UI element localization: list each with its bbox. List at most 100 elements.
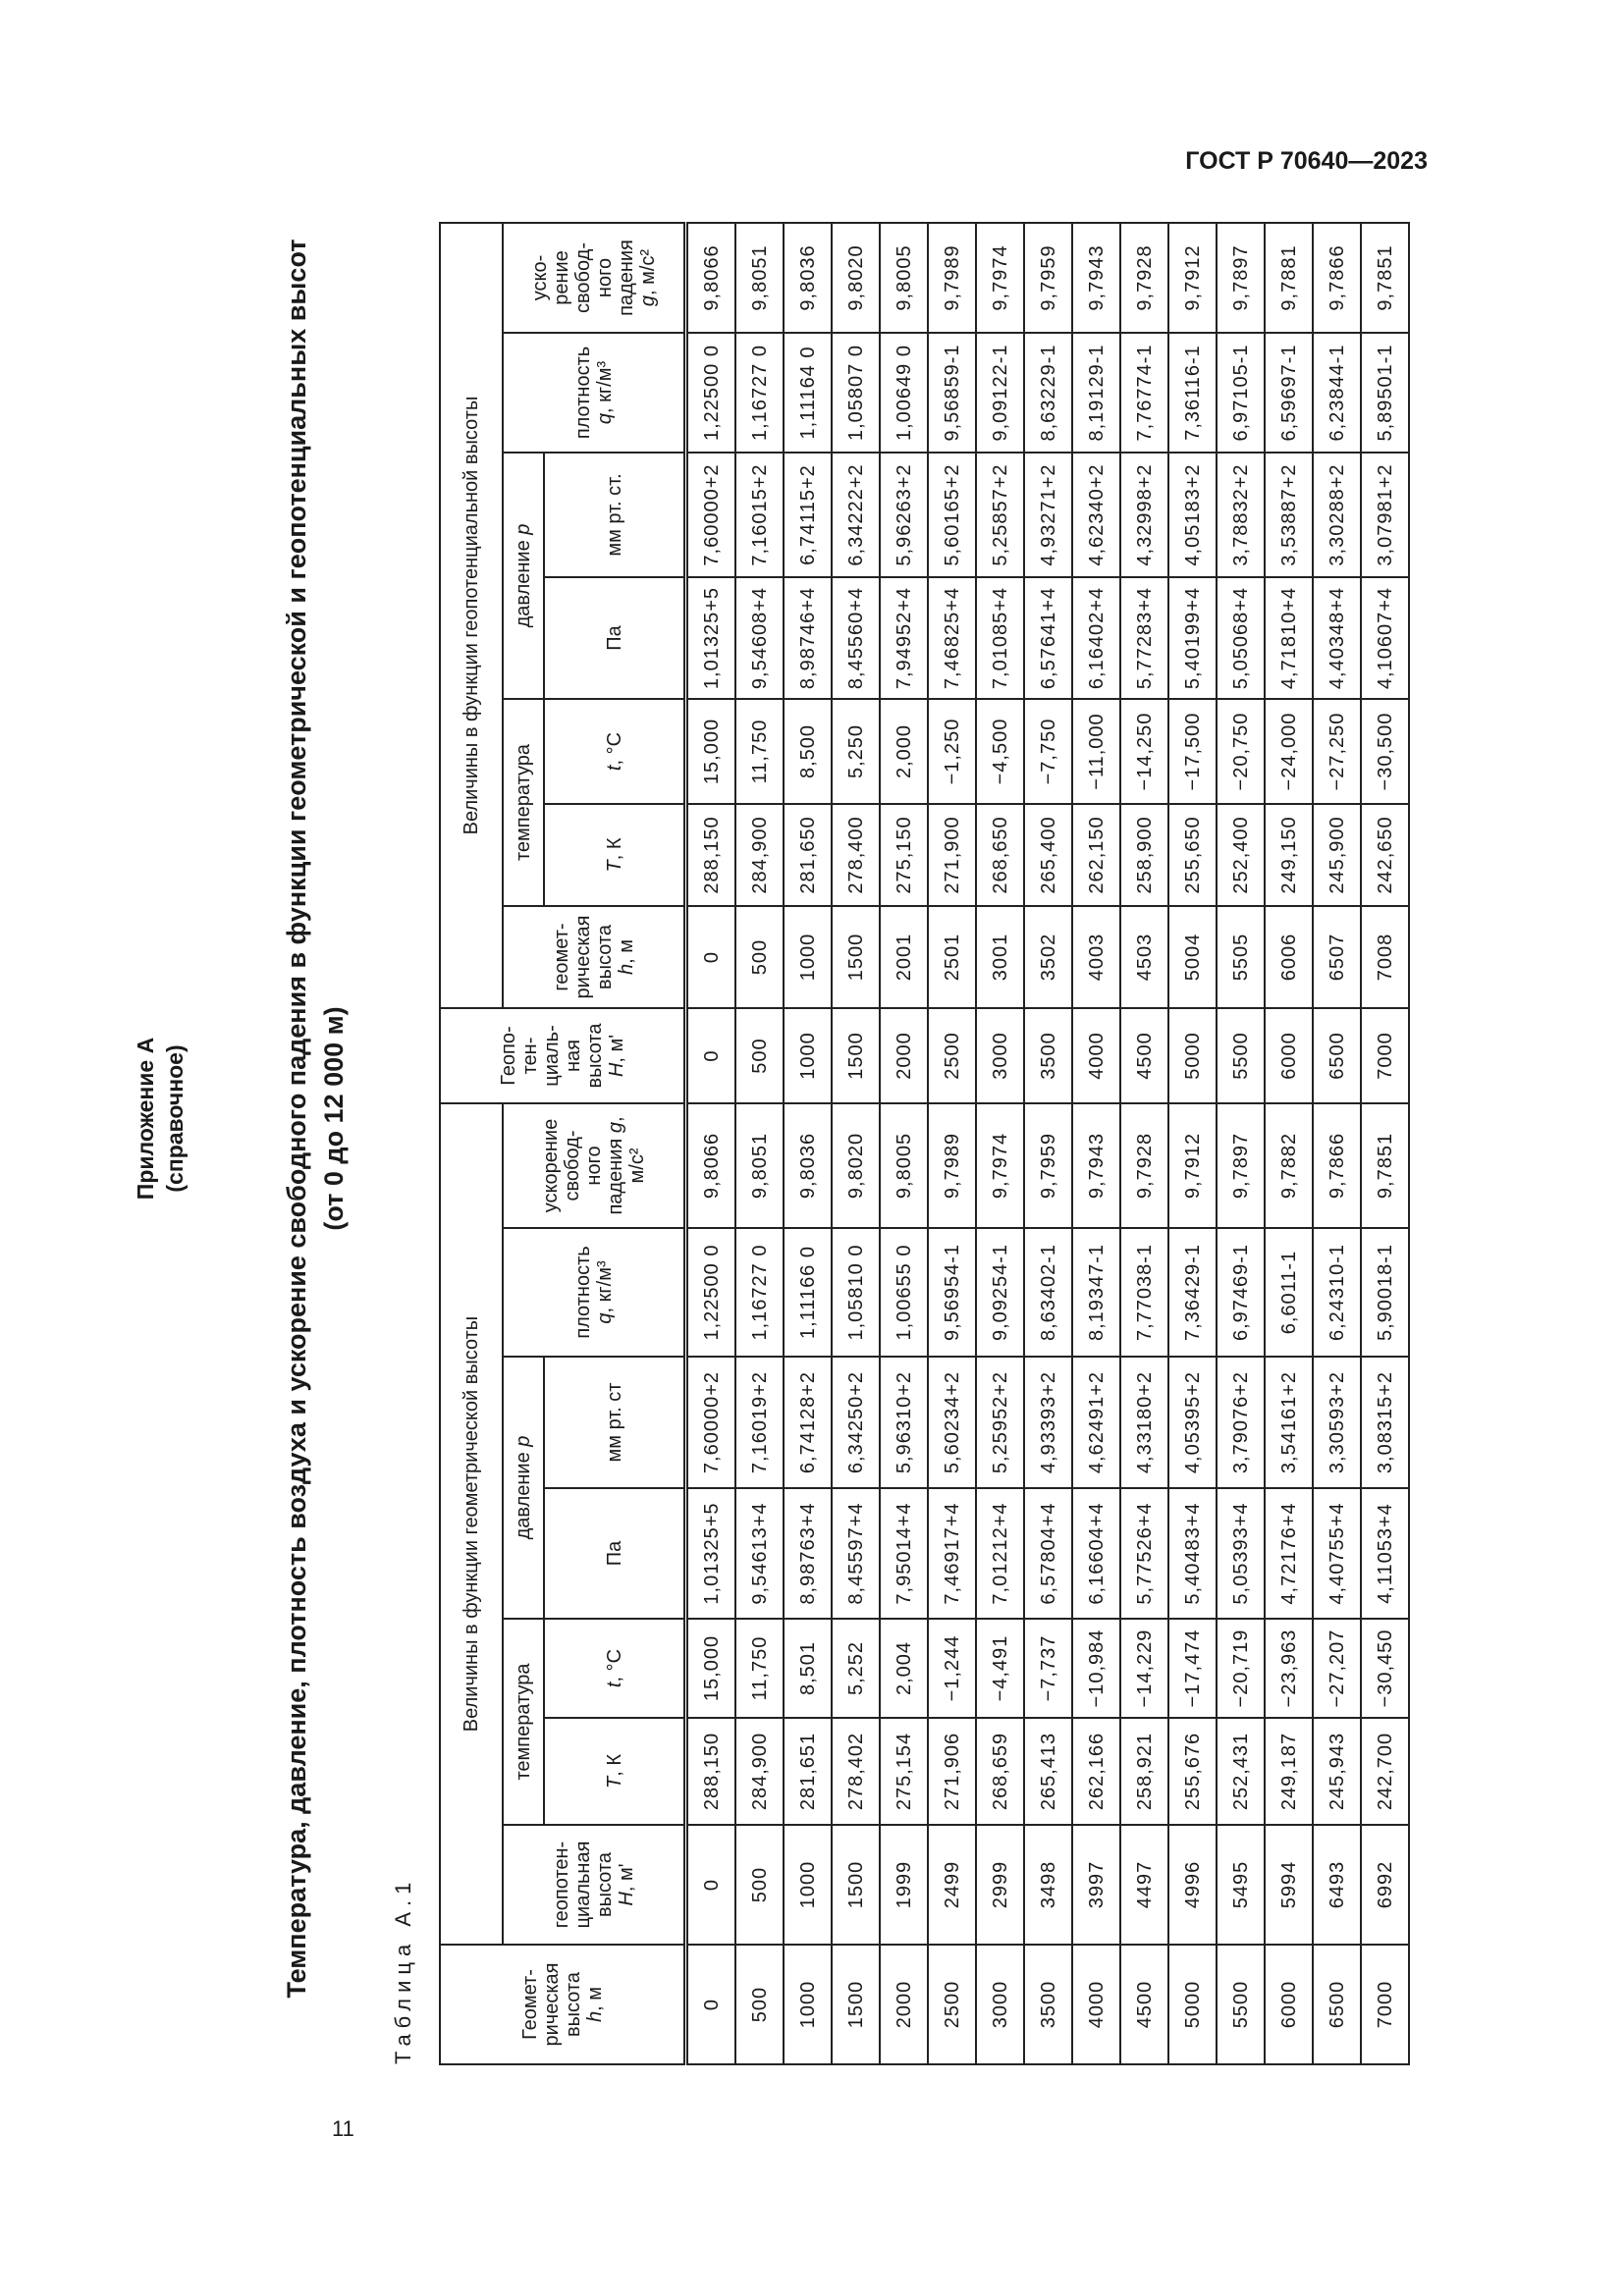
table-cell: 5000 — [1168, 1008, 1217, 1103]
table-cell: 7,36116-1 — [1168, 333, 1217, 453]
table-cell: 7,95014+4 — [880, 1488, 928, 1619]
table-cell: 275,154 — [880, 1718, 928, 1825]
table-cell: 4000 — [1072, 1008, 1120, 1103]
table-cell: −24,000 — [1265, 699, 1313, 804]
table-cell: 3,78832+2 — [1217, 453, 1265, 577]
table-cell: 255,676 — [1168, 1718, 1217, 1825]
table-cell: 7,60000+2 — [685, 453, 735, 577]
table-cell: 4497 — [1120, 1825, 1168, 1945]
table-cell: 4,40348+4 — [1313, 577, 1361, 699]
table-cell: 2001 — [880, 906, 928, 1008]
table-cell: 258,900 — [1120, 804, 1168, 906]
table-cell: 1000 — [784, 906, 832, 1008]
table-cell: 9,7897 — [1217, 223, 1265, 333]
table-cell: −27,207 — [1313, 1619, 1361, 1718]
table-cell: 6000 — [1265, 1008, 1313, 1103]
table-cell: 3000 — [976, 1008, 1024, 1103]
table-cell: 9,7881 — [1265, 223, 1313, 333]
table-cell: 9,7974 — [976, 1103, 1024, 1228]
table-cell: 7,16019+2 — [735, 1357, 784, 1488]
table-cell: 5495 — [1217, 1825, 1265, 1945]
table-cell: 4,72176+4 — [1265, 1488, 1313, 1619]
table-cell: 1,00655 0 — [880, 1228, 928, 1357]
table-cell: 6,59697-1 — [1265, 333, 1313, 453]
table-cell: 7000 — [1361, 1945, 1409, 2064]
table-cell: 5,05393+4 — [1217, 1488, 1265, 1619]
table-cell: 0 — [685, 1945, 735, 2064]
table-cell: 8,19129-1 — [1072, 333, 1120, 453]
header-temperature: температура — [503, 1619, 544, 1825]
table-cell: 9,7851 — [1361, 223, 1409, 333]
table-cell: 281,650 — [784, 804, 832, 906]
table-cell: 6,24310-1 — [1313, 1228, 1361, 1357]
table-cell: −1,250 — [928, 699, 976, 804]
table-cell: 9,7959 — [1024, 223, 1072, 333]
table-cell: 3,07981+2 — [1361, 453, 1409, 577]
table-row: 5000 4996 255,676 −17,474 5,40483+4 4,05395+2… — [1168, 223, 1217, 2064]
table-cell: 7,36429-1 — [1168, 1228, 1217, 1357]
header-gravity: ускорение свобод- ного падения g, м/с² — [503, 1103, 686, 1228]
table-title: Температура, давление, плотность воздуха… — [282, 239, 311, 1999]
table-cell: 9,54613+4 — [735, 1488, 784, 1619]
table-cell: −17,474 — [1168, 1619, 1217, 1718]
table-cell: −7,737 — [1024, 1619, 1072, 1718]
table-cell: 6,6011-1 — [1265, 1228, 1313, 1357]
table-body: 0 0 288,150 15,000 1,01325+5 7,60000+2 1,22500… — [685, 223, 1409, 2064]
table-cell: 500 — [735, 1945, 784, 2064]
table-cell: 1,16727 0 — [735, 333, 784, 453]
table-cell: 5,60165+2 — [928, 453, 976, 577]
table-cell: 9,8020 — [832, 223, 880, 333]
table-cell: 1,05810 0 — [832, 1228, 880, 1357]
table-cell: 8,501 — [784, 1619, 832, 1718]
table-cell: 500 — [735, 1008, 784, 1103]
table-cell: 6,57804+4 — [1024, 1488, 1072, 1619]
header-temp-celsius-geop: t, °С — [544, 699, 686, 804]
table-cell: 5,89501-1 — [1361, 333, 1409, 453]
header-pressure-mmhg: мм рт. ст — [544, 1357, 686, 1488]
table-cell: 1500 — [832, 906, 880, 1008]
table-cell: 9,56954-1 — [928, 1228, 976, 1357]
table-cell: 7,77038-1 — [1120, 1228, 1168, 1357]
table-cell: 1000 — [784, 1825, 832, 1945]
table-cell: 249,187 — [1265, 1718, 1313, 1825]
table-cell: 288,150 — [685, 804, 735, 906]
table-cell: 5,96263+2 — [880, 453, 928, 577]
table-cell: 262,166 — [1072, 1718, 1120, 1825]
table-cell: 3500 — [1024, 1008, 1072, 1103]
table-cell: 8,98763+4 — [784, 1488, 832, 1619]
table-cell: 9,7897 — [1217, 1103, 1265, 1228]
table-cell: 9,7959 — [1024, 1103, 1072, 1228]
header-pressure-mmhg-geop: мм рт. ст. — [544, 453, 686, 577]
table-cell: 1,22500 0 — [685, 1228, 735, 1357]
table-cell: 4,10607+4 — [1361, 577, 1409, 699]
table-cell: 8,500 — [784, 699, 832, 804]
table-cell: 268,659 — [976, 1718, 1024, 1825]
table-cell: 242,650 — [1361, 804, 1409, 906]
table-cell: −14,250 — [1120, 699, 1168, 804]
table-cell: 3502 — [1024, 906, 1072, 1008]
table-cell: 265,413 — [1024, 1718, 1072, 1825]
table-cell: 1,11166 0 — [784, 1228, 832, 1357]
table-row: 500 500 284,900 11,750 9,54613+4 7,16019+2 1,1… — [735, 223, 784, 2064]
table-cell: 9,7866 — [1313, 223, 1361, 333]
table-cell: 1000 — [784, 1945, 832, 2064]
table-cell: 4,93393+2 — [1024, 1357, 1072, 1488]
table-cell: 278,400 — [832, 804, 880, 906]
table-cell: 6507 — [1313, 906, 1361, 1008]
table-cell: 5,05068+4 — [1217, 577, 1265, 699]
table-cell: 9,8051 — [735, 223, 784, 333]
header-density: плотность q, кг/м³ — [503, 1228, 686, 1357]
table-cell: 9,8005 — [880, 223, 928, 333]
data-table: Геомет- рическая высота h, м Величины в ф… — [439, 222, 1410, 2065]
header-temp-celsius: t, °С — [544, 1619, 686, 1718]
header-geometric-height: Геомет- рическая высота h, м — [440, 1945, 686, 2064]
table-cell: 5,25952+2 — [976, 1357, 1024, 1488]
table-cell: 9,8036 — [784, 223, 832, 333]
table-row: 3000 2999 268,659 −4,491 7,01212+4 5,25952+2 9… — [976, 223, 1024, 2064]
table-cell: −23,963 — [1265, 1619, 1313, 1718]
table-cell: 8,63402-1 — [1024, 1228, 1072, 1357]
table-cell: 5500 — [1217, 1945, 1265, 2064]
table-cell: 3001 — [976, 906, 1024, 1008]
page-number: 11 — [332, 2116, 354, 2141]
